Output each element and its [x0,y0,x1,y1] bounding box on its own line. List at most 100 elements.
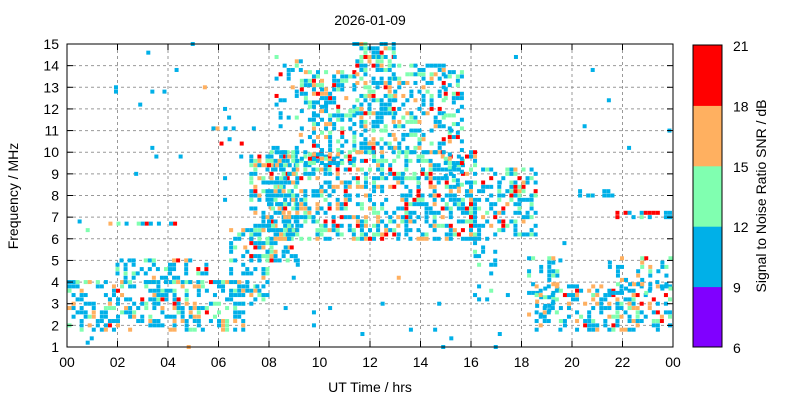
data-point [241,301,246,306]
data-point [444,236,449,241]
y-tick-label: 4 [51,274,59,290]
data-point [417,119,422,124]
data-point [294,63,299,68]
data-point [67,288,72,293]
data-point [245,267,250,272]
data-point [659,319,664,324]
data-point [323,154,328,159]
data-point [432,176,437,181]
data-point [363,219,368,224]
data-point [456,219,461,224]
data-point [275,232,280,237]
data-point [367,85,372,90]
data-point [489,184,494,189]
data-point [436,180,441,185]
data-point [551,273,556,278]
data-point [79,310,84,315]
data-point [489,223,494,228]
data-point [295,180,300,185]
data-point [452,232,457,237]
data-point [331,184,336,189]
data-point [452,197,457,202]
data-point [281,193,286,198]
data-point [517,206,522,211]
data-point [269,219,274,224]
colorbar-tick-label: 18 [733,98,749,114]
data-point [401,124,406,129]
data-point [335,232,340,237]
data-point [95,280,100,285]
data-point [156,280,161,285]
data-point [311,310,316,315]
data-point [615,323,620,328]
data-point [371,89,376,94]
data-point [332,87,337,92]
data-point [315,100,320,105]
data-point [261,271,266,276]
data-point [180,280,185,285]
data-point [376,54,381,59]
data-point [379,80,384,85]
data-point [383,102,388,107]
data-point [87,323,92,328]
data-point [265,280,270,285]
data-point [269,202,274,207]
data-point [464,180,469,185]
data-point [447,152,452,157]
data-point [437,93,442,98]
data-point [469,202,473,207]
data-point [339,158,344,163]
data-point [587,288,592,293]
data-point [172,293,177,298]
data-point [269,176,274,181]
data-point [343,215,348,220]
data-point [429,102,434,107]
data-point [627,301,632,306]
data-point [156,221,161,226]
data-point [168,267,173,272]
data-point [124,221,129,226]
data-point [249,271,254,276]
data-point [393,137,398,142]
data-point [469,219,473,224]
data-point [116,319,121,324]
data-point [144,221,149,226]
data-point [249,293,254,298]
data-point [555,269,560,274]
data-point [392,76,397,81]
data-point [383,141,388,146]
data-point [380,232,385,237]
data-point [397,141,402,146]
data-point [421,72,426,77]
data-point [489,206,494,211]
data-point [265,254,270,259]
data-point [647,210,652,215]
data-point [116,288,121,293]
data-point [376,176,381,181]
data-point [509,171,514,176]
data-point [172,297,177,302]
data-point [267,223,271,228]
data-point [269,163,274,168]
data-point [172,327,177,332]
data-point [408,176,413,181]
data-point [108,221,113,226]
data-point [543,303,548,308]
data-point [590,67,595,72]
data-point [79,293,84,298]
data-point [477,232,482,237]
data-point [289,254,294,259]
data-point [412,202,417,207]
data-point [269,254,274,259]
data-point [132,314,137,319]
data-point [303,91,308,96]
data-point [417,72,422,77]
data-point [196,288,201,293]
data-point [257,154,262,159]
data-point [444,158,449,163]
data-point [204,306,209,311]
data-point [404,206,409,211]
data-point [241,284,246,289]
data-point [497,184,502,189]
data-point [257,158,262,163]
